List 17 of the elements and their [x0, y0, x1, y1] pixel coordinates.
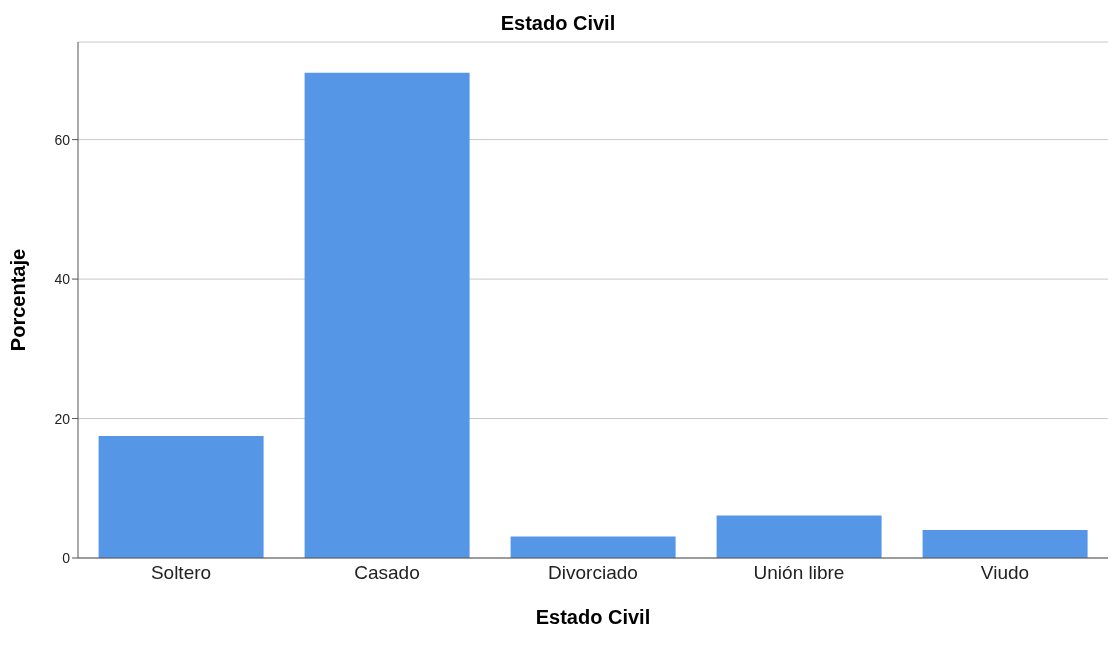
bar	[510, 536, 676, 558]
x-tick-label: Unión libre	[753, 562, 845, 584]
x-tick-label: Divorciado	[548, 562, 638, 584]
y-tick-label: 20	[54, 410, 71, 427]
y-axis-title: Porcentaje	[7, 248, 30, 352]
y-tick-label: 0	[62, 549, 71, 566]
x-tick-label: Viudo	[980, 562, 1030, 584]
bar	[304, 72, 470, 558]
x-tick-label: Casado	[354, 562, 420, 584]
y-tick-label: 40	[54, 271, 71, 288]
x-tick-label: Soltero	[150, 562, 212, 584]
y-tick-label: 60	[54, 131, 71, 148]
bar	[716, 515, 882, 558]
bar	[922, 530, 1088, 558]
chart-title: Estado Civil	[499, 11, 617, 36]
bar	[98, 435, 264, 558]
x-axis-title: Estado Civil	[535, 606, 651, 628]
